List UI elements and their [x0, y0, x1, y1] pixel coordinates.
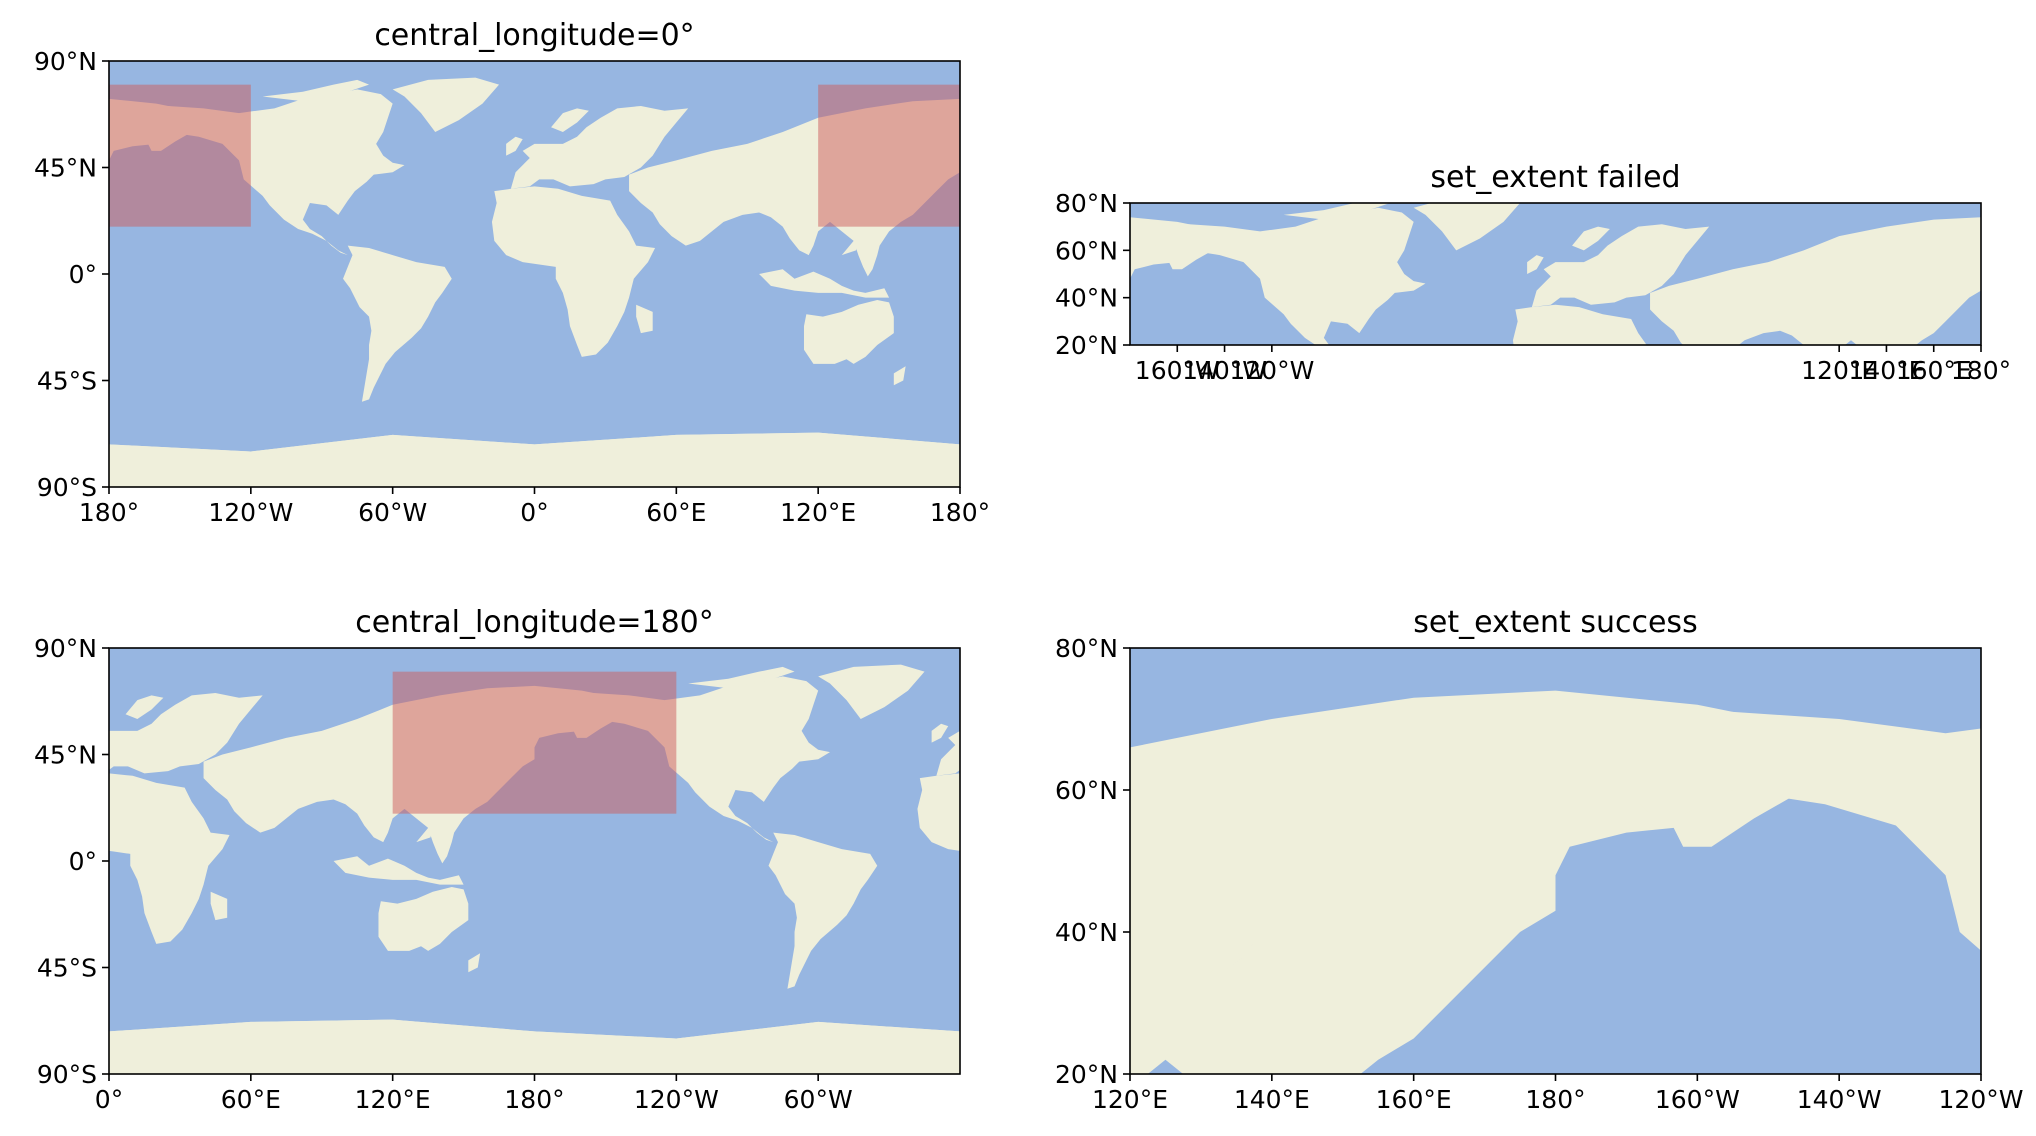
y-tick-label: 40°N — [1055, 918, 1118, 947]
panel-title: central_longitude=180° — [355, 605, 714, 640]
x-tick-label: 180° — [1525, 1085, 1585, 1114]
y-tick-label: 0° — [69, 847, 97, 876]
x-tick-label: 0° — [95, 1085, 123, 1114]
x-tick-label: 160°E — [1896, 356, 1972, 385]
x-tick-label: 120°E — [1092, 1085, 1168, 1114]
extent-box — [818, 84, 960, 227]
y-tick-label: 40°N — [1055, 284, 1118, 313]
panel-title: set_extent failed — [1430, 160, 1680, 195]
x-tick-label: 60°E — [221, 1085, 281, 1114]
map-area — [109, 648, 960, 1074]
y-tick-label: 90°S — [37, 473, 97, 502]
map-panel-p4: set_extent success 120°E 140°E 160°E 180° 160… — [1055, 605, 2024, 1114]
y-tick-label: 45°N — [34, 741, 97, 770]
y-tick-label: 90°N — [34, 634, 97, 663]
y-tick-label: 90°N — [34, 47, 97, 76]
map-panel-p1: central_longitude=0° 180° 120°W 60°W 0° 60°E 1… — [34, 18, 990, 527]
y-tick-label: 45°N — [34, 154, 97, 183]
y-tick-label: 45°S — [37, 367, 97, 396]
x-tick-label: 140°W — [1797, 1085, 1882, 1114]
x-tick-label: 120°W — [1939, 1085, 2024, 1114]
x-tick-label: 180° — [79, 498, 139, 527]
x-tick-label: 120°E — [355, 1085, 431, 1114]
panel-title: central_longitude=0° — [374, 18, 694, 53]
y-tick-label: 45°S — [37, 954, 97, 983]
axes-frame — [1129, 202, 1982, 346]
x-tick-label: 160°W — [1655, 1085, 1740, 1114]
x-tick-label: 60°E — [646, 498, 706, 527]
x-tick-label: 120°W — [208, 498, 293, 527]
map-area — [1130, 203, 1981, 345]
x-tick-label: 160°E — [1376, 1085, 1452, 1114]
y-tick-label: 20°N — [1055, 1060, 1118, 1089]
x-tick-label: 140°E — [1848, 356, 1924, 385]
y-tick-label: 20°N — [1055, 331, 1118, 360]
x-tick-label: 180° — [1951, 356, 2011, 385]
x-tick-label: 0° — [520, 498, 548, 527]
panels: central_longitude=0° 180° 120°W 60°W 0° 60°E 1… — [34, 18, 2024, 1114]
x-tick-label: 120°W — [634, 1085, 719, 1114]
x-tick-label: 180° — [930, 498, 990, 527]
x-tick-label: 140°W — [1182, 356, 1267, 385]
x-tick-label: 140°E — [1234, 1085, 1310, 1114]
y-tick-label: 60°N — [1055, 776, 1118, 805]
x-tick-label: 60°W — [784, 1085, 853, 1114]
y-tick-label: 60°N — [1055, 236, 1118, 265]
map-area — [109, 61, 960, 487]
y-tick-label: 80°N — [1055, 634, 1118, 663]
x-tick-label: 60°W — [358, 498, 427, 527]
y-tick-label: 80°N — [1055, 189, 1118, 218]
panel-title: set_extent success — [1413, 605, 1697, 640]
extent-box — [392, 671, 677, 814]
extent-box — [109, 84, 251, 227]
map-area — [1130, 648, 1981, 1074]
x-tick-label: 120°E — [780, 498, 856, 527]
x-tick-label: 160°W — [1135, 356, 1220, 385]
x-tick-label: 120°E — [1801, 356, 1877, 385]
y-tick-label: 90°S — [37, 1060, 97, 1089]
x-tick-label: 120°W — [1229, 356, 1314, 385]
y-tick-label: 0° — [69, 260, 97, 289]
x-tick-label: 180° — [504, 1085, 564, 1114]
map-panel-p3: central_longitude=180° 0° 60°E 120°E 180° 120… — [34, 605, 961, 1114]
